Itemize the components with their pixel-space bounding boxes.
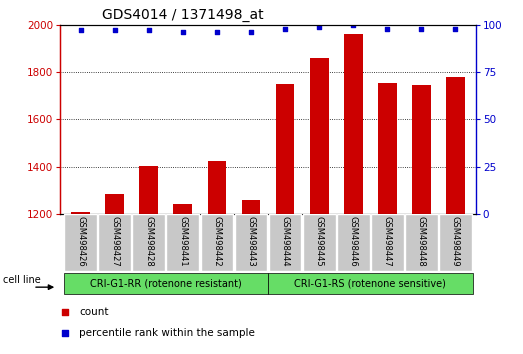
Bar bbox=[269, 214, 301, 271]
Point bbox=[110, 28, 119, 33]
Text: GSM498445: GSM498445 bbox=[315, 216, 324, 267]
Text: cell line: cell line bbox=[3, 275, 41, 285]
Bar bbox=[276, 84, 294, 214]
Bar bbox=[446, 77, 465, 214]
Text: GSM498441: GSM498441 bbox=[178, 216, 187, 267]
Text: GSM498447: GSM498447 bbox=[383, 216, 392, 267]
Bar bbox=[174, 204, 192, 214]
Bar bbox=[64, 273, 268, 295]
Point bbox=[76, 28, 85, 33]
Point bbox=[61, 330, 69, 336]
Bar bbox=[242, 200, 260, 214]
Point bbox=[61, 309, 69, 314]
Bar bbox=[166, 214, 199, 271]
Text: GSM498426: GSM498426 bbox=[76, 216, 85, 267]
Text: GSM498446: GSM498446 bbox=[349, 216, 358, 267]
Point bbox=[349, 22, 357, 28]
Text: CRI-G1-RR (rotenone resistant): CRI-G1-RR (rotenone resistant) bbox=[90, 279, 242, 289]
Bar bbox=[412, 85, 431, 214]
Bar bbox=[132, 214, 165, 271]
Text: GSM498428: GSM498428 bbox=[144, 216, 153, 267]
Bar bbox=[140, 166, 158, 214]
Bar bbox=[337, 214, 370, 271]
Text: GSM498442: GSM498442 bbox=[212, 216, 221, 267]
Point bbox=[451, 26, 460, 32]
Bar bbox=[310, 58, 328, 214]
Point bbox=[213, 29, 221, 35]
Bar bbox=[200, 214, 233, 271]
Bar bbox=[371, 214, 404, 271]
Text: GSM498449: GSM498449 bbox=[451, 216, 460, 267]
Point bbox=[247, 29, 255, 35]
Text: GSM498427: GSM498427 bbox=[110, 216, 119, 267]
Text: CRI-G1-RS (rotenone sensitive): CRI-G1-RS (rotenone sensitive) bbox=[294, 279, 446, 289]
Point bbox=[144, 28, 153, 33]
Bar bbox=[268, 273, 472, 295]
Text: GDS4014 / 1371498_at: GDS4014 / 1371498_at bbox=[101, 8, 264, 22]
Bar bbox=[105, 194, 124, 214]
Bar bbox=[71, 212, 90, 214]
Bar bbox=[64, 214, 97, 271]
Bar bbox=[98, 214, 131, 271]
Bar bbox=[405, 214, 438, 271]
Point bbox=[281, 26, 289, 32]
Text: GSM498443: GSM498443 bbox=[246, 216, 256, 267]
Point bbox=[315, 24, 323, 29]
Bar bbox=[235, 214, 267, 271]
Bar bbox=[439, 214, 472, 271]
Bar bbox=[344, 34, 362, 214]
Text: GSM498448: GSM498448 bbox=[417, 216, 426, 267]
Bar bbox=[208, 161, 226, 214]
Point bbox=[417, 26, 426, 32]
Text: GSM498444: GSM498444 bbox=[280, 216, 290, 267]
Text: percentile rank within the sample: percentile rank within the sample bbox=[79, 328, 255, 338]
Point bbox=[383, 26, 392, 32]
Bar bbox=[303, 214, 336, 271]
Point bbox=[179, 29, 187, 35]
Bar bbox=[378, 83, 396, 214]
Text: count: count bbox=[79, 307, 109, 316]
